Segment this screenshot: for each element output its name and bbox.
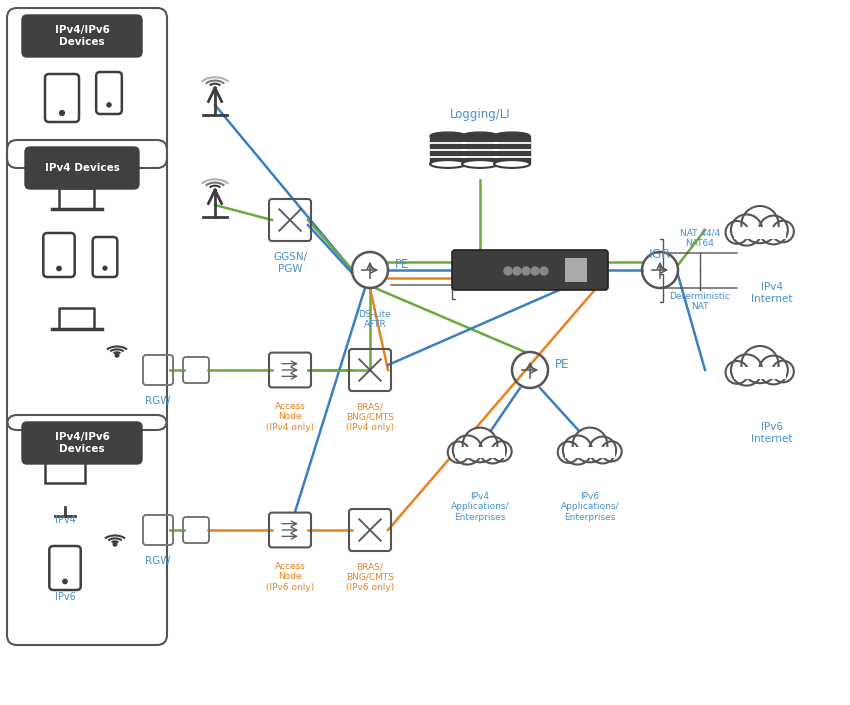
Bar: [430, 136, 466, 164]
Text: RGW: RGW: [145, 556, 171, 566]
Text: PE: PE: [555, 359, 570, 372]
Circle shape: [57, 266, 61, 271]
Text: IPv4/IPv6
Devices: IPv4/IPv6 Devices: [54, 25, 110, 47]
Circle shape: [107, 103, 111, 107]
Circle shape: [741, 346, 779, 384]
Circle shape: [602, 441, 621, 462]
Text: Access
Node
(IPv6 only): Access Node (IPv6 only): [266, 562, 314, 591]
Text: IPv6: IPv6: [54, 592, 76, 602]
Text: NAT 44/4
NAT64: NAT 44/4 NAT64: [680, 228, 720, 248]
FancyBboxPatch shape: [22, 15, 142, 57]
Circle shape: [60, 111, 65, 116]
Circle shape: [522, 267, 530, 275]
Bar: [45, 458, 85, 483]
Ellipse shape: [462, 132, 498, 140]
Circle shape: [103, 266, 107, 270]
Circle shape: [773, 221, 794, 243]
Text: IPv6
Applications/
Enterprises: IPv6 Applications/ Enterprises: [561, 492, 620, 522]
Circle shape: [573, 428, 608, 462]
Ellipse shape: [430, 160, 466, 168]
FancyBboxPatch shape: [452, 250, 608, 290]
Circle shape: [726, 361, 748, 384]
Circle shape: [453, 436, 482, 465]
Text: Logging/LI: Logging/LI: [450, 108, 510, 121]
FancyBboxPatch shape: [22, 422, 142, 464]
Circle shape: [113, 542, 116, 546]
Text: IPv4
Applications/
Enterprises: IPv4 Applications/ Enterprises: [450, 492, 509, 522]
Circle shape: [63, 580, 67, 584]
Circle shape: [563, 436, 592, 465]
Bar: [462, 136, 498, 164]
Ellipse shape: [462, 160, 498, 168]
Circle shape: [759, 216, 788, 245]
Bar: [734, 227, 786, 239]
Bar: [565, 447, 615, 458]
Circle shape: [513, 267, 521, 275]
Bar: [734, 367, 786, 379]
Circle shape: [531, 267, 539, 275]
Circle shape: [558, 441, 579, 463]
Circle shape: [731, 214, 762, 245]
Text: IPv4/IPv6
Devices: IPv4/IPv6 Devices: [54, 432, 110, 454]
Text: RGW: RGW: [145, 396, 171, 406]
Circle shape: [759, 355, 788, 384]
Ellipse shape: [494, 132, 530, 140]
Text: IPv6
Internet: IPv6 Internet: [751, 422, 793, 443]
Circle shape: [491, 441, 512, 462]
Text: Access
Node
(IPv4 only): Access Node (IPv4 only): [266, 402, 314, 431]
Circle shape: [448, 441, 469, 463]
Text: IGR: IGR: [649, 248, 671, 261]
Circle shape: [462, 428, 497, 462]
Bar: [565, 258, 587, 282]
Text: Deterministic
NAT: Deterministic NAT: [670, 292, 730, 312]
Bar: [494, 136, 530, 164]
Ellipse shape: [494, 160, 530, 168]
Circle shape: [726, 221, 748, 244]
Text: DS-Lite
AFTR: DS-Lite AFTR: [359, 310, 391, 329]
Text: IPv4 Devices: IPv4 Devices: [44, 163, 120, 173]
Text: BRAS/
BNG/CMTS
(IPv4 only): BRAS/ BNG/CMTS (IPv4 only): [346, 402, 394, 431]
Circle shape: [773, 361, 794, 382]
Text: GGSN/
PGW: GGSN/ PGW: [273, 252, 307, 274]
Ellipse shape: [430, 132, 466, 140]
Circle shape: [116, 353, 119, 357]
Bar: [456, 447, 505, 458]
Text: IPv4: IPv4: [54, 515, 76, 525]
Circle shape: [589, 436, 616, 463]
Circle shape: [479, 436, 506, 463]
FancyBboxPatch shape: [25, 147, 139, 189]
Circle shape: [540, 267, 548, 275]
Circle shape: [731, 355, 762, 386]
Circle shape: [741, 206, 779, 243]
Text: PE: PE: [395, 258, 410, 271]
Circle shape: [504, 267, 512, 275]
Text: IPv4
Internet: IPv4 Internet: [751, 282, 793, 304]
Text: BRAS/
BNG/CMTS
(IPv6 only): BRAS/ BNG/CMTS (IPv6 only): [346, 562, 394, 591]
